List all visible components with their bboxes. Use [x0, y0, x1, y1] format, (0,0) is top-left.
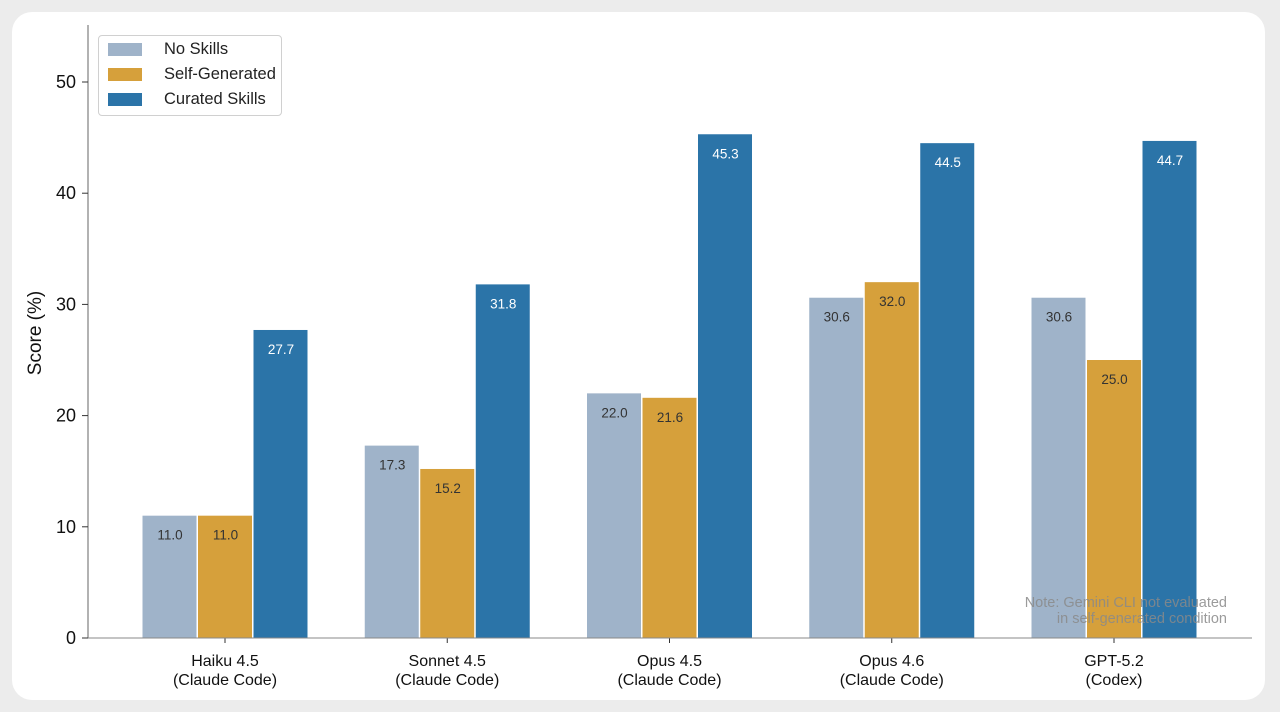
bar-no-skills — [142, 515, 197, 638]
x-tick-label: GPT-5.2 — [1084, 653, 1144, 670]
bar-value-label: 11.0 — [157, 528, 182, 543]
bar-value-label: 21.6 — [657, 410, 683, 425]
bar-value-label: 30.6 — [824, 310, 850, 325]
legend-label: Curated Skills — [164, 89, 266, 108]
bar-value-label: 44.7 — [1157, 153, 1183, 168]
y-tick-label: 0 — [66, 628, 76, 648]
bar-value-label: 27.7 — [268, 342, 294, 357]
x-tick-label: Haiku 4.5 — [191, 653, 259, 670]
bar-no-skills — [809, 297, 864, 638]
bar-no-skills — [364, 445, 419, 638]
x-tick-label: Opus 4.5 — [637, 653, 702, 670]
bar-value-label: 15.2 — [435, 481, 461, 496]
y-tick-label: 50 — [56, 72, 76, 92]
bar-value-label: 25.0 — [1101, 372, 1127, 387]
bar-curated-skills — [253, 329, 308, 638]
legend-swatch — [108, 92, 142, 106]
bar-value-label: 45.3 — [712, 146, 738, 161]
bar-no-skills — [587, 393, 641, 638]
y-tick-label: 30 — [56, 294, 76, 314]
legend-item-no-skills: No Skills — [108, 39, 228, 59]
bar-curated-skills — [698, 134, 752, 638]
x-tick-label: (Claude Code) — [617, 672, 721, 689]
x-tick-label: (Claude Code) — [395, 672, 499, 689]
bar-value-label: 17.3 — [379, 458, 405, 473]
bar-value-label: 31.8 — [490, 296, 516, 311]
bar-self-generated — [1087, 360, 1141, 638]
x-tick-label: (Codex) — [1086, 672, 1143, 689]
x-tick-label: (Claude Code) — [173, 672, 277, 689]
bar-self-generated — [198, 515, 252, 638]
bar-value-label: 22.0 — [601, 405, 627, 420]
x-tick-label: Opus 4.6 — [859, 653, 924, 670]
legend-item-curated-skills: Curated Skills — [108, 89, 266, 109]
bar-value-label: 44.5 — [935, 155, 961, 170]
y-tick-label: 10 — [56, 517, 76, 537]
bar-self-generated — [864, 282, 919, 638]
legend-label: No Skills — [164, 39, 229, 58]
legend: No Skills Self-Generated Curated Skills — [98, 35, 282, 116]
note-annotation: in self-generated condition — [1057, 611, 1227, 627]
bar-value-label: 11.0 — [213, 528, 238, 543]
x-tick-label: Sonnet 4.5 — [409, 653, 487, 670]
bar-curated-skills — [475, 284, 530, 638]
legend-item-self-generated: Self-Generated — [108, 64, 276, 84]
y-tick-label: 40 — [56, 183, 76, 203]
bar-value-label: 32.0 — [879, 294, 905, 309]
bar-curated-skills — [920, 143, 975, 638]
bar-no-skills — [1031, 297, 1086, 638]
bar-self-generated — [642, 397, 697, 638]
y-tick-label: 20 — [56, 406, 76, 426]
bar-self-generated — [420, 468, 475, 638]
y-axis-title: Score (%) — [25, 291, 46, 375]
legend-swatch — [108, 67, 142, 81]
x-tick-label: (Claude Code) — [840, 672, 944, 689]
bar-curated-skills — [1142, 140, 1197, 638]
note-annotation: Note: Gemini CLI not evaluated — [1025, 595, 1227, 611]
legend-label: Self-Generated — [164, 64, 276, 83]
bar-value-label: 30.6 — [1046, 310, 1072, 325]
legend-swatch — [108, 42, 142, 56]
